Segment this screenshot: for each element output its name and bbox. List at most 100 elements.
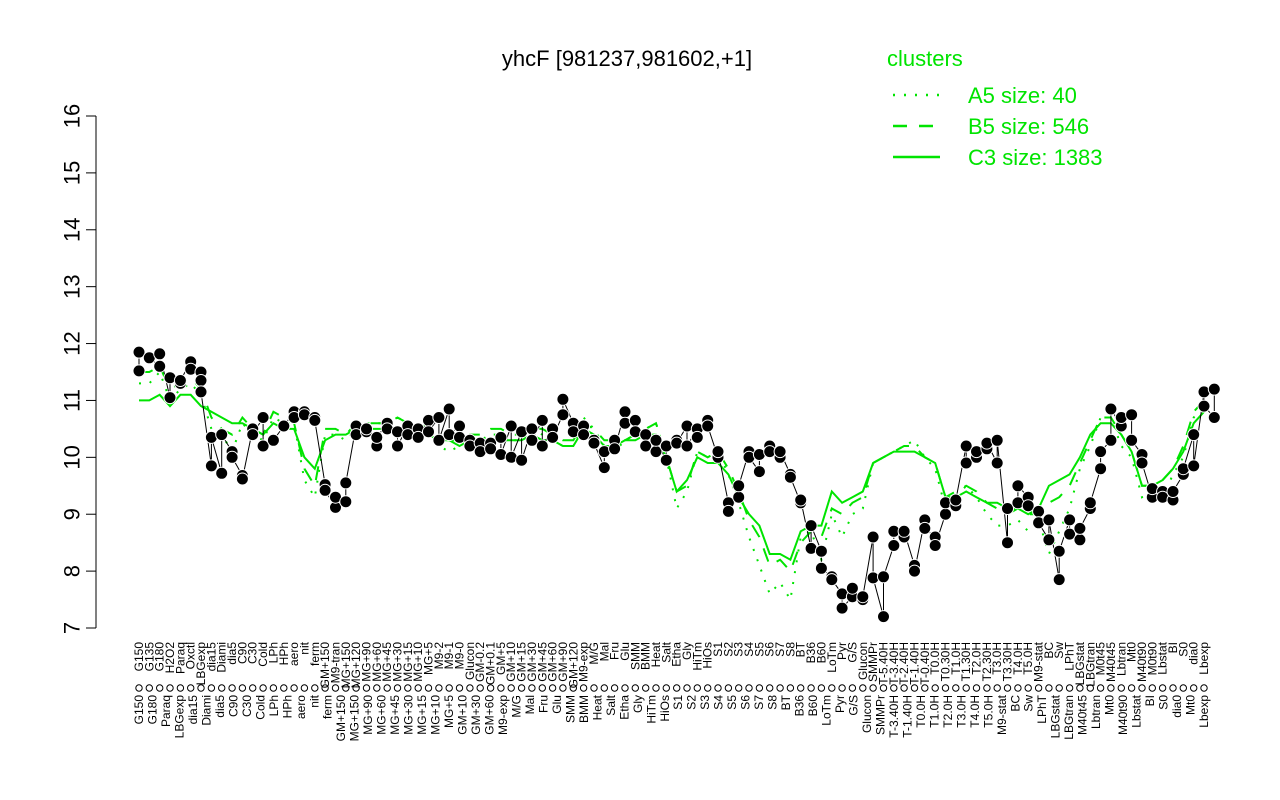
data-point	[866, 530, 880, 544]
x-rug-marker	[486, 684, 495, 692]
x-rug-marker	[807, 684, 815, 692]
x-label-top: T3.30H	[1001, 642, 1015, 681]
data-point	[318, 483, 332, 497]
data-point	[484, 442, 498, 456]
x-label-bottom: BI	[1143, 695, 1157, 706]
x-label-bottom: T2.0H	[941, 695, 955, 728]
legend-label-b5: B5 size: 546	[968, 114, 1089, 139]
x-label-top: Glucon	[463, 642, 477, 680]
x-rug-marker	[538, 684, 546, 692]
x-label-bottom: B60	[806, 695, 820, 717]
x-label-top: MG+10	[411, 642, 425, 682]
data-point	[897, 524, 911, 538]
data-point	[877, 610, 890, 624]
x-label-bottom: Diami	[199, 695, 213, 726]
data-point	[1063, 527, 1077, 541]
series-line-dotted	[139, 370, 1205, 603]
data-point	[256, 411, 270, 424]
x-label-bottom: MG+10	[429, 695, 443, 735]
x-label-top: GM+120	[566, 642, 580, 689]
x-label-top: HiOs	[701, 642, 715, 669]
x-label-bottom: HPh	[280, 695, 294, 718]
x-label-bottom: Lbstat	[1130, 694, 1144, 727]
data-point	[339, 495, 353, 509]
x-rug-marker	[517, 684, 526, 692]
data-point	[277, 419, 291, 433]
data-point	[1083, 496, 1097, 510]
data-point	[856, 590, 870, 604]
x-label-top: S8	[783, 642, 797, 657]
x-rug-marker	[559, 684, 567, 692]
x-rug-marker	[610, 684, 619, 692]
x-label-bottom: Glu	[550, 695, 564, 714]
x-label-bottom: T5.0H	[981, 695, 995, 728]
x-label-bottom: LBGexp	[172, 695, 186, 739]
data-point	[639, 439, 653, 453]
x-label-top: aero	[287, 642, 301, 666]
x-rug-marker	[848, 684, 857, 692]
x-label-bottom: MG+15	[415, 695, 429, 735]
x-label-top: S3	[732, 642, 746, 657]
x-rug-marker	[1127, 684, 1136, 692]
x-label-top: BMM	[639, 642, 653, 670]
data-point	[1207, 411, 1221, 424]
x-rug-marker	[207, 684, 216, 692]
x-label-top: C30	[246, 642, 260, 664]
data-point	[1021, 499, 1035, 513]
x-label-top: Mt0	[1125, 642, 1139, 662]
x-rug-marker	[1086, 684, 1095, 692]
x-rug-marker	[1076, 684, 1084, 692]
x-label-top: MG+120	[349, 642, 363, 689]
x-label-bottom: T-3.40H	[887, 695, 901, 738]
x-rug-marker	[290, 684, 298, 692]
x-rug-marker	[1024, 684, 1032, 692]
x-label-top: Salt	[659, 641, 673, 662]
x-rug-marker	[962, 684, 970, 692]
data-point	[959, 439, 973, 453]
x-label-top: MG+90	[360, 642, 374, 682]
x-label-top: M9-stat	[1032, 641, 1046, 682]
data-point	[360, 422, 373, 436]
x-label-top: T-1.40H	[908, 642, 922, 685]
data-point	[690, 430, 704, 444]
x-label-top: dia0	[1187, 642, 1201, 665]
x-label-bottom: C90	[226, 695, 240, 717]
data-point	[1207, 382, 1221, 396]
data-point	[132, 364, 146, 378]
x-label-bottom: LPh	[267, 695, 281, 716]
x-label-bottom: S6	[739, 695, 753, 710]
legend-title: clusters	[887, 46, 963, 71]
x-rug-marker	[569, 684, 577, 692]
data-point	[711, 445, 725, 459]
data-point	[391, 439, 404, 453]
x-rug-marker	[383, 684, 391, 692]
x-label-bottom: MG+60	[375, 695, 389, 735]
x-label-top: Sw	[1052, 642, 1066, 659]
x-rug-marker	[662, 684, 670, 692]
x-rug-marker	[590, 684, 598, 692]
x-label-top: S5	[752, 642, 766, 657]
data-point	[1166, 485, 1180, 498]
y-tick-label: 14	[60, 218, 85, 242]
x-rug-marker	[1169, 684, 1177, 692]
x-rug-marker	[869, 684, 877, 692]
data-point	[587, 436, 601, 450]
data-point	[732, 490, 746, 504]
data-point	[1001, 502, 1014, 515]
x-label-top: Lbexp	[1197, 642, 1211, 675]
x-label-top: Etha	[670, 642, 684, 667]
x-label-bottom: HiTm	[644, 695, 658, 724]
x-rug-marker	[1034, 684, 1043, 692]
x-label-top: H2O2	[163, 642, 177, 674]
x-rug-marker	[993, 684, 1001, 692]
x-label-top: Pyr	[835, 642, 849, 660]
data-point	[814, 544, 828, 558]
x-rug-marker	[817, 684, 826, 692]
y-axis: 7 8 9 10 11 12 13 14 15 16	[60, 104, 97, 634]
x-label-top: Heat	[649, 641, 663, 667]
x-label-top: T5.0H	[1021, 642, 1035, 675]
x-label-top: LBGtran	[1083, 642, 1097, 687]
data-point	[194, 385, 208, 399]
data-point	[990, 456, 1004, 470]
x-rug-marker	[218, 684, 226, 692]
